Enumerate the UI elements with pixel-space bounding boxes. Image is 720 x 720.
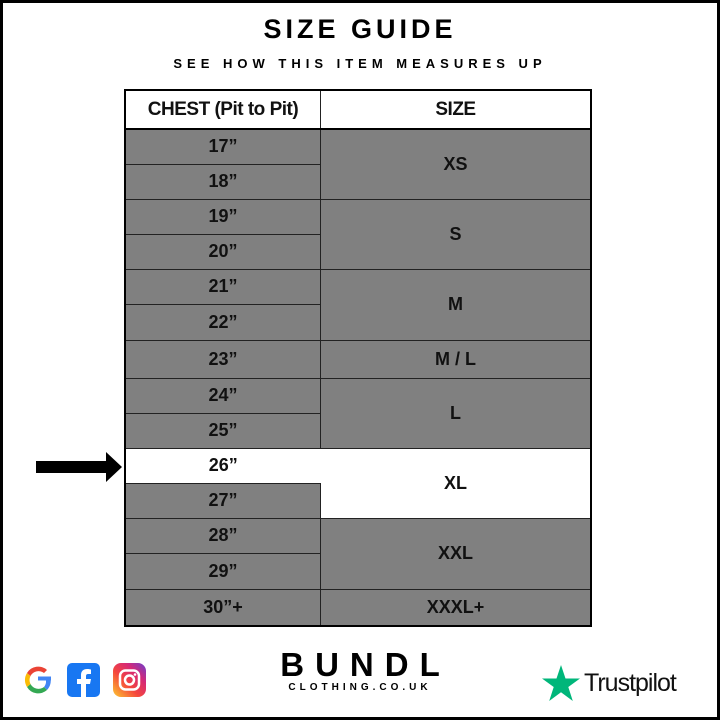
trustpilot-label: Trustpilot — [584, 668, 677, 697]
size-cell: M — [320, 268, 592, 341]
chest-cell: 19” — [124, 198, 321, 235]
size-cell: L — [320, 377, 592, 449]
brand-url: CLOTHING.CO.UK — [288, 682, 432, 693]
chest-cell: 21” — [124, 268, 321, 305]
trustpilot-star-icon — [542, 665, 580, 701]
header-size: SIZE — [320, 89, 592, 130]
page-subtitle: SEE HOW THIS ITEM MEASURES UP — [173, 56, 547, 71]
size-cell: S — [320, 198, 592, 270]
chest-cell: 22” — [124, 303, 321, 341]
header-chest: CHEST (Pit to Pit) — [124, 89, 321, 130]
size-cell: XXL — [320, 517, 592, 590]
brand-logo: BUNDL CLOTHING.CO.UK — [280, 648, 440, 694]
arrow-right-icon — [36, 452, 122, 482]
instagram-icon[interactable] — [113, 663, 146, 697]
chest-cell: 29” — [124, 552, 321, 590]
google-icon[interactable] — [21, 663, 55, 697]
chest-cell: 20” — [124, 233, 321, 270]
chest-cell: 24” — [124, 377, 321, 414]
size-table: CHEST (Pit to Pit) SIZE 17” XS 18” 19” S 20… — [124, 89, 592, 627]
brand-name: BUNDL — [280, 646, 451, 683]
chest-cell: 27” — [124, 482, 321, 519]
chest-cell: 17” — [124, 128, 321, 165]
chest-cell: 23” — [124, 339, 321, 379]
size-cell: M / L — [320, 339, 592, 379]
size-cell: XXXL+ — [320, 588, 592, 627]
chest-cell-highlighted: 26” — [124, 447, 321, 484]
chest-cell: 18” — [124, 163, 321, 200]
chest-cell: 25” — [124, 412, 321, 449]
size-cell: XS — [320, 128, 592, 200]
trustpilot-logo[interactable]: Trustpilot — [542, 665, 677, 701]
facebook-icon[interactable] — [67, 663, 100, 697]
chest-cell: 28” — [124, 517, 321, 554]
page-title: SIZE GUIDE — [263, 14, 457, 44]
size-cell-highlighted: XL — [320, 447, 592, 519]
chest-cell: 30”+ — [124, 588, 321, 627]
